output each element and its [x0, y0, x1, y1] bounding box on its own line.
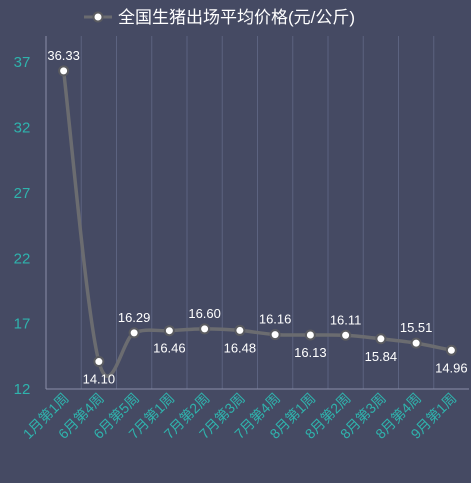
- data-label: 16.46: [153, 341, 186, 356]
- axes: [45, 36, 469, 390]
- data-label: 16.11: [330, 312, 362, 327]
- legend-marker-icon: [92, 11, 104, 23]
- data-point: [199, 323, 211, 335]
- data-label: 36.33: [47, 48, 80, 63]
- data-label: 15.51: [400, 320, 433, 335]
- data-label: 16.16: [259, 312, 292, 327]
- chart-title: 全国生猪出场平均价格(元/公斤): [118, 8, 355, 27]
- data-label: 14.10: [83, 372, 116, 387]
- data-label: 16.13: [294, 345, 327, 360]
- data-point: [128, 327, 140, 339]
- data-label: 16.29: [118, 310, 151, 325]
- data-label: 14.96: [435, 360, 468, 375]
- y-tick-label: 22: [14, 250, 31, 267]
- data-point: [340, 329, 352, 341]
- grid-lines: [80, 36, 435, 389]
- data-label: 16.48: [224, 340, 257, 355]
- data-point: [375, 333, 387, 345]
- y-tick-label: 17: [14, 316, 31, 333]
- data-point: [304, 329, 316, 341]
- data-label: 16.60: [188, 306, 221, 321]
- y-axis-ticks: 12 17 22 27 32 37: [14, 54, 31, 398]
- data-label: 15.84: [365, 349, 398, 364]
- x-axis-ticks: 1月第1周6月第4周6月第5周7月第1周7月第2周7月第3周7月第4周8月第1周…: [20, 390, 460, 442]
- data-point: [58, 65, 70, 77]
- y-tick-label: 27: [14, 185, 31, 202]
- data-point: [410, 337, 422, 349]
- data-point: [445, 344, 457, 356]
- data-point: [269, 329, 281, 341]
- data-point: [163, 325, 175, 337]
- chart-legend: 全国生猪出场平均价格(元/公斤): [84, 8, 355, 27]
- series-layer: [58, 65, 457, 378]
- data-point: [234, 324, 246, 336]
- y-tick-label: 12: [14, 381, 31, 398]
- y-tick-label: 37: [14, 54, 31, 71]
- y-tick-label: 32: [14, 120, 31, 137]
- data-point: [93, 356, 105, 368]
